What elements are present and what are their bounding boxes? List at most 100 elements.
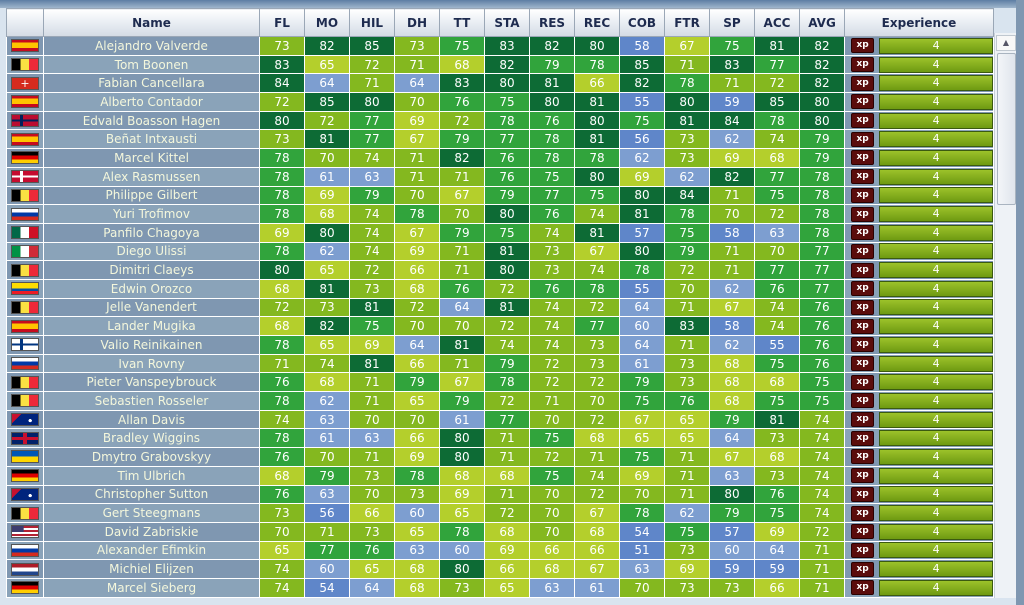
column-header-cob[interactable]: COB [619, 8, 665, 37]
rider-name[interactable]: Tim Ulbrich [43, 465, 260, 486]
column-header-ftr[interactable]: FTR [664, 8, 710, 37]
rider-name[interactable]: Pieter Vanspeybrouck [43, 372, 260, 393]
column-header-mo[interactable]: MO [304, 8, 350, 37]
table-row[interactable]: Dimitri Claeys 80 65 72 66 71 80 73 74 78 72 71 77 77… [6, 260, 994, 280]
stat-sp: 70 [709, 204, 755, 224]
rider-name[interactable]: Diego Ulissi [43, 241, 260, 262]
table-row[interactable]: Ivan Rovny 71 74 81 66 71 79 72 73 61 73 68 75 76 xp 4 [6, 353, 994, 374]
table-row[interactable]: Lander Mugika 68 82 75 70 70 72 74 77 60 83 58 74 76 x… [6, 316, 994, 336]
rider-name[interactable]: Bradley Wiggins [43, 428, 260, 449]
table-row[interactable]: Bradley Wiggins 78 61 63 66 80 71 75 68 65 65 64 73 7… [6, 428, 994, 449]
experience-cell: xp 4 [844, 335, 994, 355]
rider-name[interactable]: Panfilo Chagoya [43, 222, 260, 243]
table-row[interactable]: Philippe Gilbert 78 69 79 70 67 79 77 75 80 84 71 75… [6, 185, 994, 206]
column-header-hil[interactable]: HIL [349, 8, 395, 37]
table-row[interactable]: Alexander Efimkin 65 77 76 63 60 69 66 66 51 73 60 6… [6, 540, 994, 561]
column-header-dh[interactable]: DH [394, 8, 440, 37]
column-header-avg[interactable]: AVG [799, 8, 845, 37]
rider-name[interactable]: Alberto Contador [43, 92, 260, 112]
rider-name[interactable]: Jelle Vanendert [43, 297, 260, 318]
rider-name[interactable]: Marcel Sieberg [43, 577, 260, 598]
table-row[interactable]: Marcel Sieberg 74 54 64 68 73 65 63 61 70 73 73 66 71… [6, 577, 994, 598]
xp-badge-icon: xp [851, 262, 875, 278]
column-header-rec[interactable]: REC [574, 8, 620, 37]
stat-avg: 82 [799, 36, 845, 56]
rider-name[interactable]: Tom Boonen [43, 54, 260, 75]
scrollbar-thumb[interactable] [997, 53, 1016, 205]
experience-cell: xp 4 [844, 185, 994, 206]
stat-res: 74 [529, 335, 575, 355]
vertical-scrollbar[interactable]: ▲ [994, 33, 1017, 598]
table-row[interactable]: Panfilo Chagoya 69 80 74 67 79 75 74 81 57 75 58 63 7… [6, 222, 994, 243]
column-header-sp[interactable]: SP [709, 8, 755, 37]
table-row[interactable]: Gert Steegmans 73 56 66 60 65 72 70 67 78 62 79 75 74… [6, 503, 994, 523]
stat-dh: 70 [394, 409, 440, 430]
column-header-tt[interactable]: TT [439, 8, 485, 37]
table-row[interactable]: Alejandro Valverde 73 82 85 73 75 83 82 80 58 67 75… [6, 36, 994, 56]
experience-cell: xp 4 [844, 148, 994, 168]
rider-name[interactable]: Valio Reinikainen [43, 335, 260, 355]
rider-name[interactable]: Sebastien Rosseler [43, 391, 260, 411]
rider-name[interactable]: Philippe Gilbert [43, 185, 260, 206]
table-row[interactable]: Michiel Elijzen 74 60 65 68 80 66 68 67 63 69 59 59 7… [6, 559, 994, 579]
column-header-fl[interactable]: FL [259, 8, 305, 37]
stat-avg: 79 [799, 148, 845, 168]
stat-sp: 79 [709, 409, 755, 430]
stat-ftr: 71 [664, 297, 710, 318]
stat-avg: 78 [799, 185, 845, 206]
scroll-up-arrow-icon[interactable]: ▲ [996, 35, 1016, 51]
table-row[interactable]: Tim Ulbrich 68 79 73 78 68 68 75 74 69 71 63 73 74 xp 4 [6, 465, 994, 486]
rider-name[interactable]: Dmytro Grabovskyy [43, 447, 260, 467]
rider-name[interactable]: Marcel Kittel [43, 148, 260, 168]
rider-name[interactable]: Ivan Rovny [43, 353, 260, 374]
flag-ch-icon: + [11, 76, 39, 90]
rider-name[interactable]: David Zabriskie [43, 521, 260, 542]
rider-name[interactable]: Dimitri Claeys [43, 260, 260, 280]
rider-name[interactable]: Alex Rasmussen [43, 166, 260, 187]
stat-acc: 66 [754, 577, 800, 598]
table-row[interactable]: Edvald Boasson Hagen 80 72 77 69 72 78 76 80 75 81… [6, 110, 994, 131]
rider-name[interactable]: Yuri Trofimov [43, 204, 260, 224]
table-row[interactable]: Christopher Sutton 76 63 70 73 69 71 70 72 70 71 80… [6, 484, 994, 505]
table-row[interactable]: Dmytro Grabovskyy 76 70 71 69 80 71 72 71 75 71 67 6… [6, 447, 994, 467]
table-row[interactable]: + Fabian Cancellara 84 64 71 64 83 80 81 66 82 78 71… [6, 73, 994, 94]
rider-name[interactable]: Gert Steegmans [43, 503, 260, 523]
stat-hil: 74 [349, 148, 395, 168]
table-row[interactable]: Alberto Contador 72 85 80 70 76 75 80 81 55 80 59 85… [6, 92, 994, 112]
column-header-sta[interactable]: STA [484, 8, 530, 37]
rider-name[interactable]: Lander Mugika [43, 316, 260, 336]
table-row[interactable]: Edwin Orozco 68 81 73 68 76 72 76 78 55 70 62 76 77 xp… [6, 278, 994, 299]
table-row[interactable]: Marcel Kittel 78 70 74 71 82 76 78 78 62 73 69 68 79 x… [6, 148, 994, 168]
xp-badge-icon: xp [851, 337, 875, 353]
stat-sta: 72 [484, 278, 530, 299]
column-header-res[interactable]: RES [529, 8, 575, 37]
rider-name[interactable]: Michiel Elijzen [43, 559, 260, 579]
rider-name[interactable]: Christopher Sutton [43, 484, 260, 505]
rider-name[interactable]: Edvald Boasson Hagen [43, 110, 260, 131]
table-row[interactable]: David Zabriskie 70 71 73 65 78 68 70 68 54 75 57 69 7… [6, 521, 994, 542]
table-row[interactable]: Pieter Vanspeybrouck 76 68 71 79 67 78 72 72 79 73… [6, 372, 994, 393]
stat-cob: 55 [619, 92, 665, 112]
table-row[interactable]: Jelle Vanendert 72 73 81 72 64 81 74 72 64 71 67 74 7… [6, 297, 994, 318]
table-row[interactable]: Beñat Intxausti 73 81 77 67 79 77 78 81 56 73 62 74 7… [6, 129, 994, 150]
stat-dh: 71 [394, 166, 440, 187]
rider-name[interactable]: Alejandro Valverde [43, 36, 260, 56]
rider-name[interactable]: Edwin Orozco [43, 278, 260, 299]
table-row[interactable]: Diego Ulissi 78 62 74 69 71 81 73 67 80 79 71 70 77 xp… [6, 241, 994, 262]
stat-sp: 82 [709, 166, 755, 187]
column-header-flag[interactable] [6, 8, 44, 37]
column-header-name[interactable]: Name [43, 8, 260, 37]
table-row[interactable]: Yuri Trofimov 78 68 74 78 70 80 76 74 81 78 70 72 78 x… [6, 204, 994, 224]
column-header-experience[interactable]: Experience [844, 8, 994, 37]
rider-name[interactable]: Alexander Efimkin [43, 540, 260, 561]
table-row[interactable]: Tom Boonen 83 65 72 71 68 82 79 78 85 71 83 77 82 xp 4 [6, 54, 994, 75]
table-row[interactable]: Valio Reinikainen 78 65 69 64 81 74 74 73 64 71 62 5… [6, 335, 994, 355]
stat-res: 75 [529, 166, 575, 187]
rider-name[interactable]: Allan Davis [43, 409, 260, 430]
table-row[interactable]: Allan Davis 74 63 70 70 61 77 70 72 67 65 79 81 74 xp 4 [6, 409, 994, 430]
rider-name[interactable]: Beñat Intxausti [43, 129, 260, 150]
table-row[interactable]: Sebastien Rosseler 78 62 71 65 79 72 71 70 75 76 68… [6, 391, 994, 411]
rider-name[interactable]: Fabian Cancellara [43, 73, 260, 94]
table-row[interactable]: Alex Rasmussen 78 61 63 71 71 76 75 80 69 62 82 77 78… [6, 166, 994, 187]
column-header-acc[interactable]: ACC [754, 8, 800, 37]
